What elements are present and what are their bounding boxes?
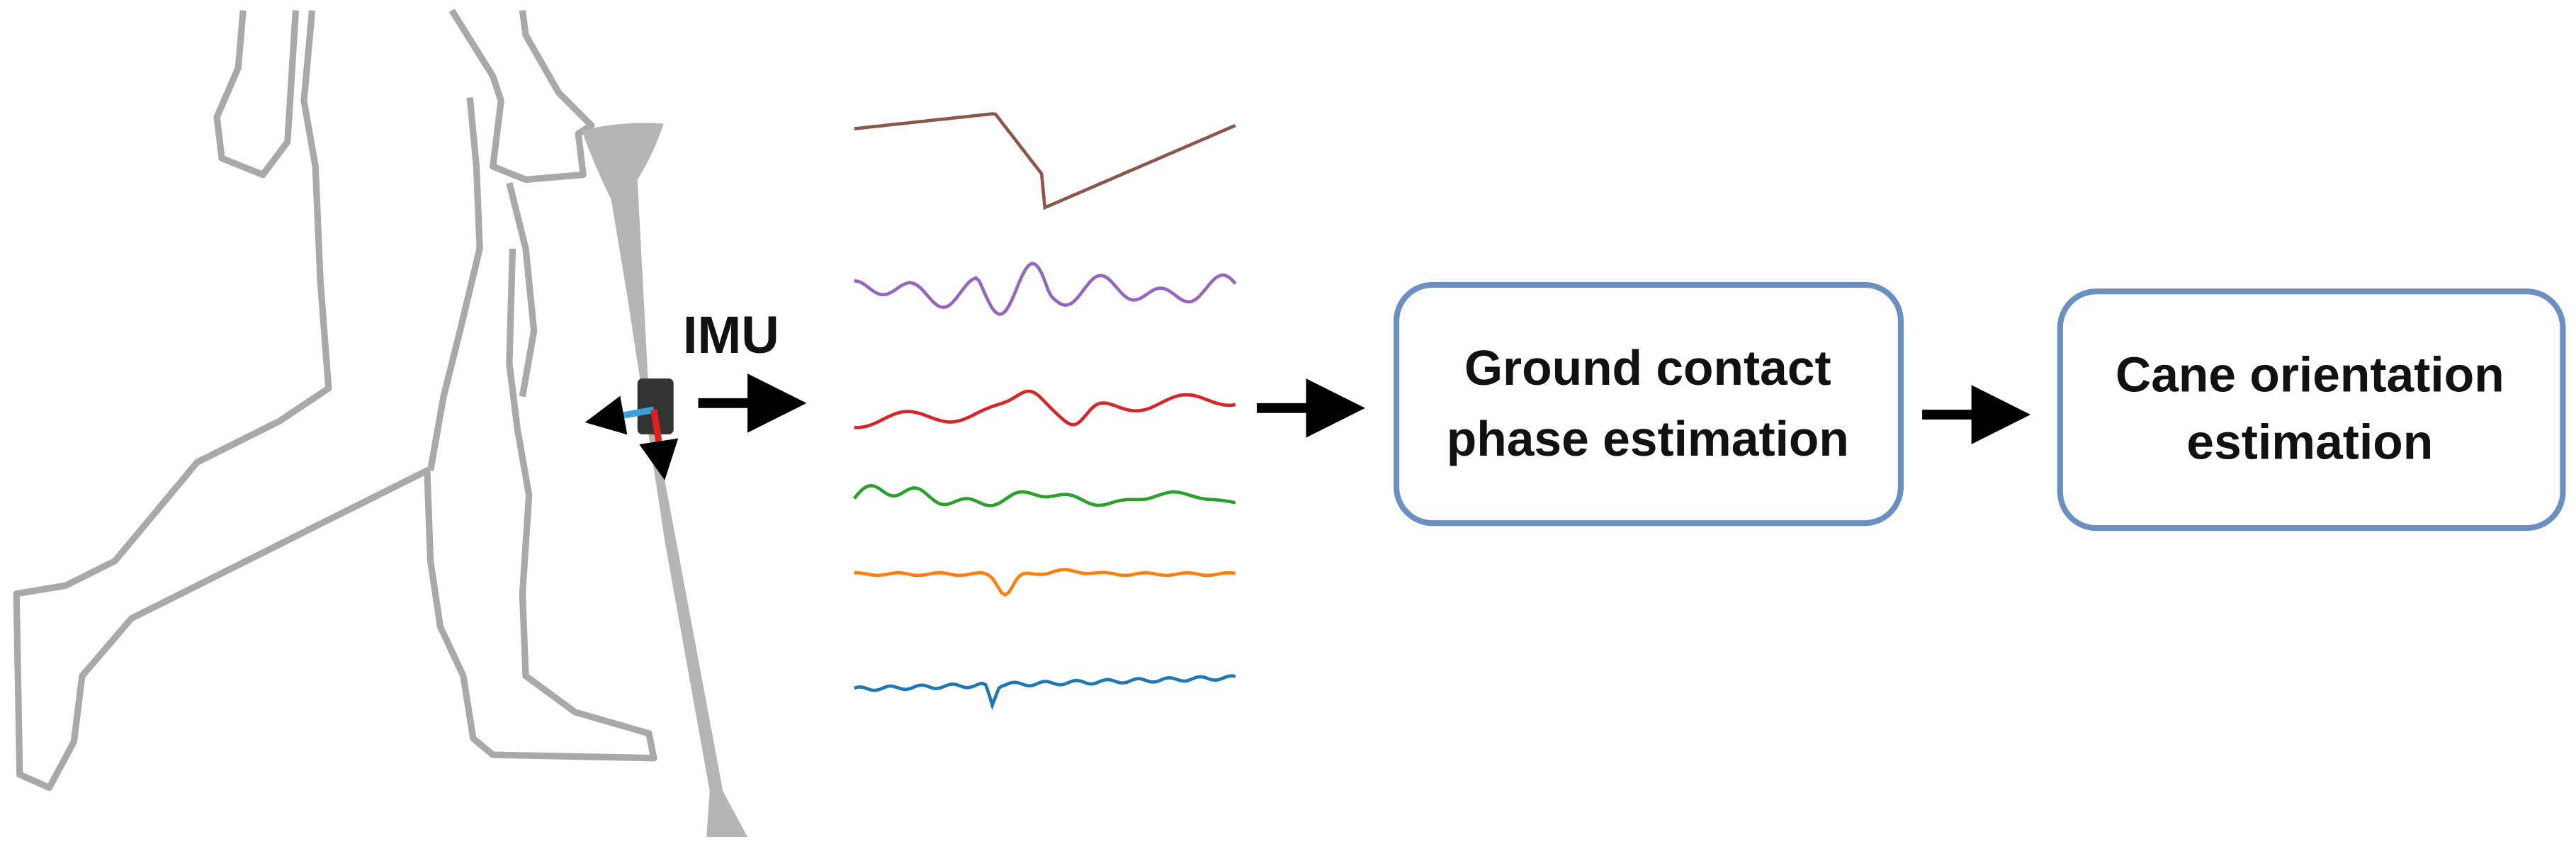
box-label: estimation <box>2186 415 2433 470</box>
signal-trace <box>854 674 1236 711</box>
box-label: Ground contact <box>1464 340 1831 395</box>
process-box <box>2057 288 2566 532</box>
box-label: Cane orientation <box>2115 347 2504 402</box>
signal-trace <box>854 389 1236 429</box>
signal-trace <box>854 112 1236 210</box>
cane <box>581 123 748 838</box>
person-outline <box>13 9 657 792</box>
arrows <box>698 373 2031 444</box>
signal-trace <box>853 483 1236 507</box>
imu-sensor <box>584 378 679 480</box>
signal-trace <box>854 568 1236 597</box>
box-label: phase estimation <box>1447 411 1849 466</box>
imu-label: IMU <box>683 305 779 364</box>
signals <box>853 112 1237 711</box>
signal-trace <box>854 262 1237 316</box>
process-box <box>1393 281 1904 527</box>
